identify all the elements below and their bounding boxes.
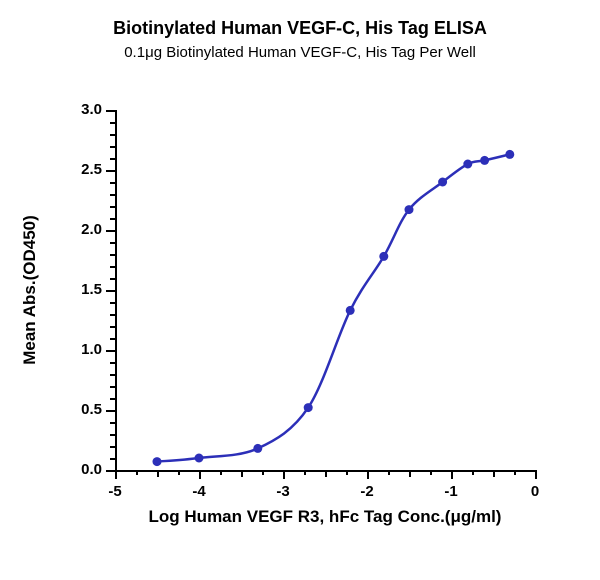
y-tick-label: 2.5 bbox=[81, 161, 102, 178]
x-tick-label: -4 bbox=[184, 483, 214, 500]
chart-subtitle: 0.1μg Biotinylated Human VEGF-C, His Tag… bbox=[0, 44, 600, 61]
x-tick bbox=[451, 470, 453, 479]
y-minor-tick bbox=[110, 278, 115, 280]
x-minor-tick bbox=[220, 470, 222, 475]
y-minor-tick bbox=[110, 158, 115, 160]
x-tick-label: -2 bbox=[352, 483, 382, 500]
elisa-chart: Biotinylated Human VEGF-C, His Tag ELISA… bbox=[0, 0, 600, 580]
data-point bbox=[153, 457, 162, 466]
x-tick bbox=[199, 470, 201, 479]
y-tick-label: 2.0 bbox=[81, 221, 102, 238]
y-minor-tick bbox=[110, 446, 115, 448]
x-minor-tick bbox=[262, 470, 264, 475]
data-point bbox=[463, 160, 472, 169]
y-minor-tick bbox=[110, 314, 115, 316]
y-tick bbox=[106, 410, 115, 412]
y-tick bbox=[106, 110, 115, 112]
x-tick-label: 0 bbox=[520, 483, 550, 500]
x-tick bbox=[367, 470, 369, 479]
y-minor-tick bbox=[110, 338, 115, 340]
y-minor-tick bbox=[110, 434, 115, 436]
y-tick-label: 0.5 bbox=[81, 401, 102, 418]
data-point bbox=[253, 444, 262, 453]
curve-line bbox=[157, 154, 510, 461]
y-minor-tick bbox=[110, 422, 115, 424]
y-tick bbox=[106, 470, 115, 472]
x-minor-tick bbox=[514, 470, 516, 475]
x-minor-tick bbox=[178, 470, 180, 475]
x-minor-tick bbox=[325, 470, 327, 477]
y-minor-tick bbox=[110, 206, 115, 208]
y-minor-tick bbox=[110, 458, 115, 460]
y-minor-tick bbox=[110, 182, 115, 184]
y-minor-tick bbox=[110, 146, 115, 148]
data-point bbox=[379, 252, 388, 261]
curve-svg bbox=[115, 110, 535, 470]
y-minor-tick bbox=[110, 386, 115, 388]
y-minor-tick bbox=[110, 122, 115, 124]
x-minor-tick bbox=[409, 470, 411, 477]
y-minor-tick bbox=[110, 374, 115, 376]
data-point bbox=[505, 150, 514, 159]
y-minor-tick bbox=[110, 326, 115, 328]
y-minor-tick bbox=[110, 302, 115, 304]
x-minor-tick bbox=[304, 470, 306, 475]
data-point bbox=[195, 454, 204, 463]
y-tick bbox=[106, 170, 115, 172]
x-axis-title: Log Human VEGF R3, hFc Tag Conc.(μg/ml) bbox=[115, 507, 535, 527]
y-minor-tick bbox=[110, 134, 115, 136]
y-tick-label: 1.0 bbox=[81, 341, 102, 358]
y-tick-label: 0.0 bbox=[81, 461, 102, 478]
y-tick-label: 1.5 bbox=[81, 281, 102, 298]
y-minor-tick bbox=[110, 266, 115, 268]
x-tick bbox=[115, 470, 117, 479]
x-minor-tick bbox=[136, 470, 138, 475]
y-minor-tick bbox=[110, 194, 115, 196]
x-tick bbox=[535, 470, 537, 479]
x-minor-tick bbox=[472, 470, 474, 475]
x-minor-tick bbox=[430, 470, 432, 475]
x-tick bbox=[283, 470, 285, 479]
x-tick-label: -1 bbox=[436, 483, 466, 500]
plot-area bbox=[115, 110, 535, 470]
y-axis-line bbox=[115, 110, 117, 470]
y-axis-title: Mean Abs.(OD450) bbox=[20, 110, 40, 470]
y-minor-tick bbox=[110, 398, 115, 400]
y-tick bbox=[106, 350, 115, 352]
x-minor-tick bbox=[388, 470, 390, 475]
x-tick-label: -3 bbox=[268, 483, 298, 500]
y-tick-label: 3.0 bbox=[81, 101, 102, 118]
y-minor-tick bbox=[110, 242, 115, 244]
data-point bbox=[346, 306, 355, 315]
x-tick-label: -5 bbox=[100, 483, 130, 500]
data-point bbox=[480, 156, 489, 165]
y-tick bbox=[106, 290, 115, 292]
y-minor-tick bbox=[110, 218, 115, 220]
y-minor-tick bbox=[110, 362, 115, 364]
y-tick bbox=[106, 230, 115, 232]
x-minor-tick bbox=[157, 470, 159, 477]
data-point bbox=[438, 178, 447, 187]
x-minor-tick bbox=[241, 470, 243, 477]
chart-title: Biotinylated Human VEGF-C, His Tag ELISA bbox=[0, 18, 600, 39]
data-point bbox=[304, 403, 313, 412]
x-minor-tick bbox=[493, 470, 495, 477]
data-point bbox=[405, 205, 414, 214]
x-minor-tick bbox=[346, 470, 348, 475]
y-minor-tick bbox=[110, 254, 115, 256]
